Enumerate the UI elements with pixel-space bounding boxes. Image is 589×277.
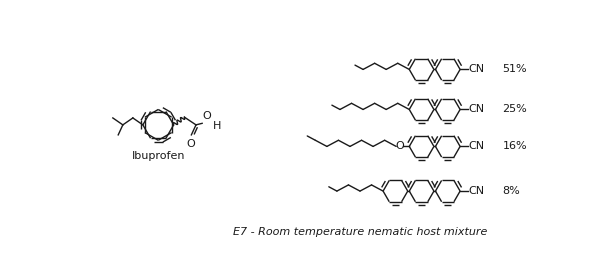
Text: 25%: 25%: [502, 104, 527, 114]
Text: CN: CN: [469, 104, 485, 114]
Text: CN: CN: [469, 142, 485, 152]
Text: O: O: [396, 142, 405, 152]
Text: E7 - Room temperature nematic host mixture: E7 - Room temperature nematic host mixtu…: [233, 227, 487, 237]
Text: O: O: [186, 139, 195, 149]
Text: Ibuprofen: Ibuprofen: [131, 151, 185, 161]
Text: 8%: 8%: [502, 186, 520, 196]
Text: CN: CN: [469, 186, 485, 196]
Text: O: O: [203, 111, 211, 121]
Text: 16%: 16%: [502, 142, 527, 152]
Text: CN: CN: [469, 65, 485, 75]
Text: 51%: 51%: [502, 65, 527, 75]
Text: H: H: [213, 121, 221, 131]
